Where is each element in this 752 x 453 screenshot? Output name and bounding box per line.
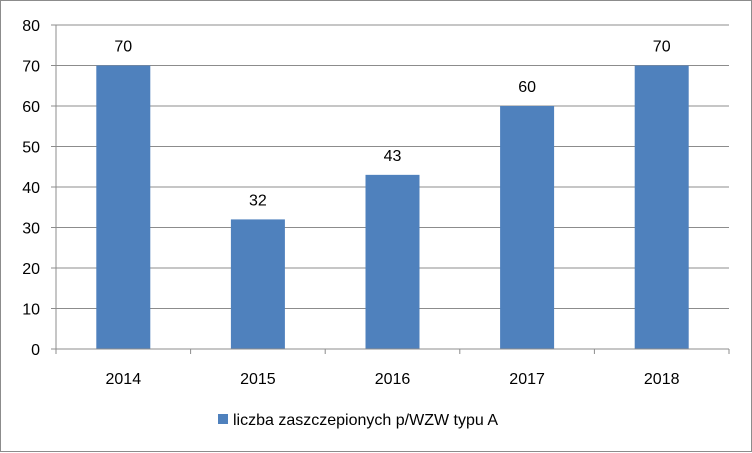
data-label: 32 (249, 192, 267, 209)
y-tick-label: 50 (22, 140, 40, 157)
y-tick-label: 60 (22, 99, 40, 116)
bar (500, 106, 555, 349)
y-tick-label: 30 (22, 221, 40, 238)
x-tick-label: 2015 (240, 371, 276, 388)
legend: liczba zaszczepionych p/WZW typu A (218, 412, 498, 429)
data-label: 43 (384, 148, 402, 165)
bar (230, 219, 285, 349)
axes (51, 24, 730, 354)
bar (96, 65, 151, 349)
bars (96, 65, 689, 349)
bar (365, 174, 420, 349)
labels: 0 10 20 30 40 50 60 70 80 70 2014 32 2015 43 2016 60 201… (22, 18, 679, 388)
y-tick-label: 10 (22, 302, 40, 319)
y-tick-label: 0 (31, 342, 40, 359)
data-label: 60 (518, 79, 536, 96)
y-tick-label: 20 (22, 261, 40, 278)
legend-entry: liczba zaszczepionych p/WZW typu A (233, 412, 498, 429)
data-label: 70 (114, 39, 132, 56)
y-tick-label: 80 (22, 18, 40, 35)
x-tick-label: 2018 (644, 371, 680, 388)
x-tick-label: 2016 (375, 371, 411, 388)
y-tick-label: 40 (22, 180, 40, 197)
x-tick-label: 2017 (509, 371, 545, 388)
x-tick-label: 2014 (106, 371, 142, 388)
data-label: 70 (653, 39, 671, 56)
legend-swatch (218, 414, 228, 424)
bar (634, 65, 689, 349)
y-tick-label: 70 (22, 59, 40, 76)
